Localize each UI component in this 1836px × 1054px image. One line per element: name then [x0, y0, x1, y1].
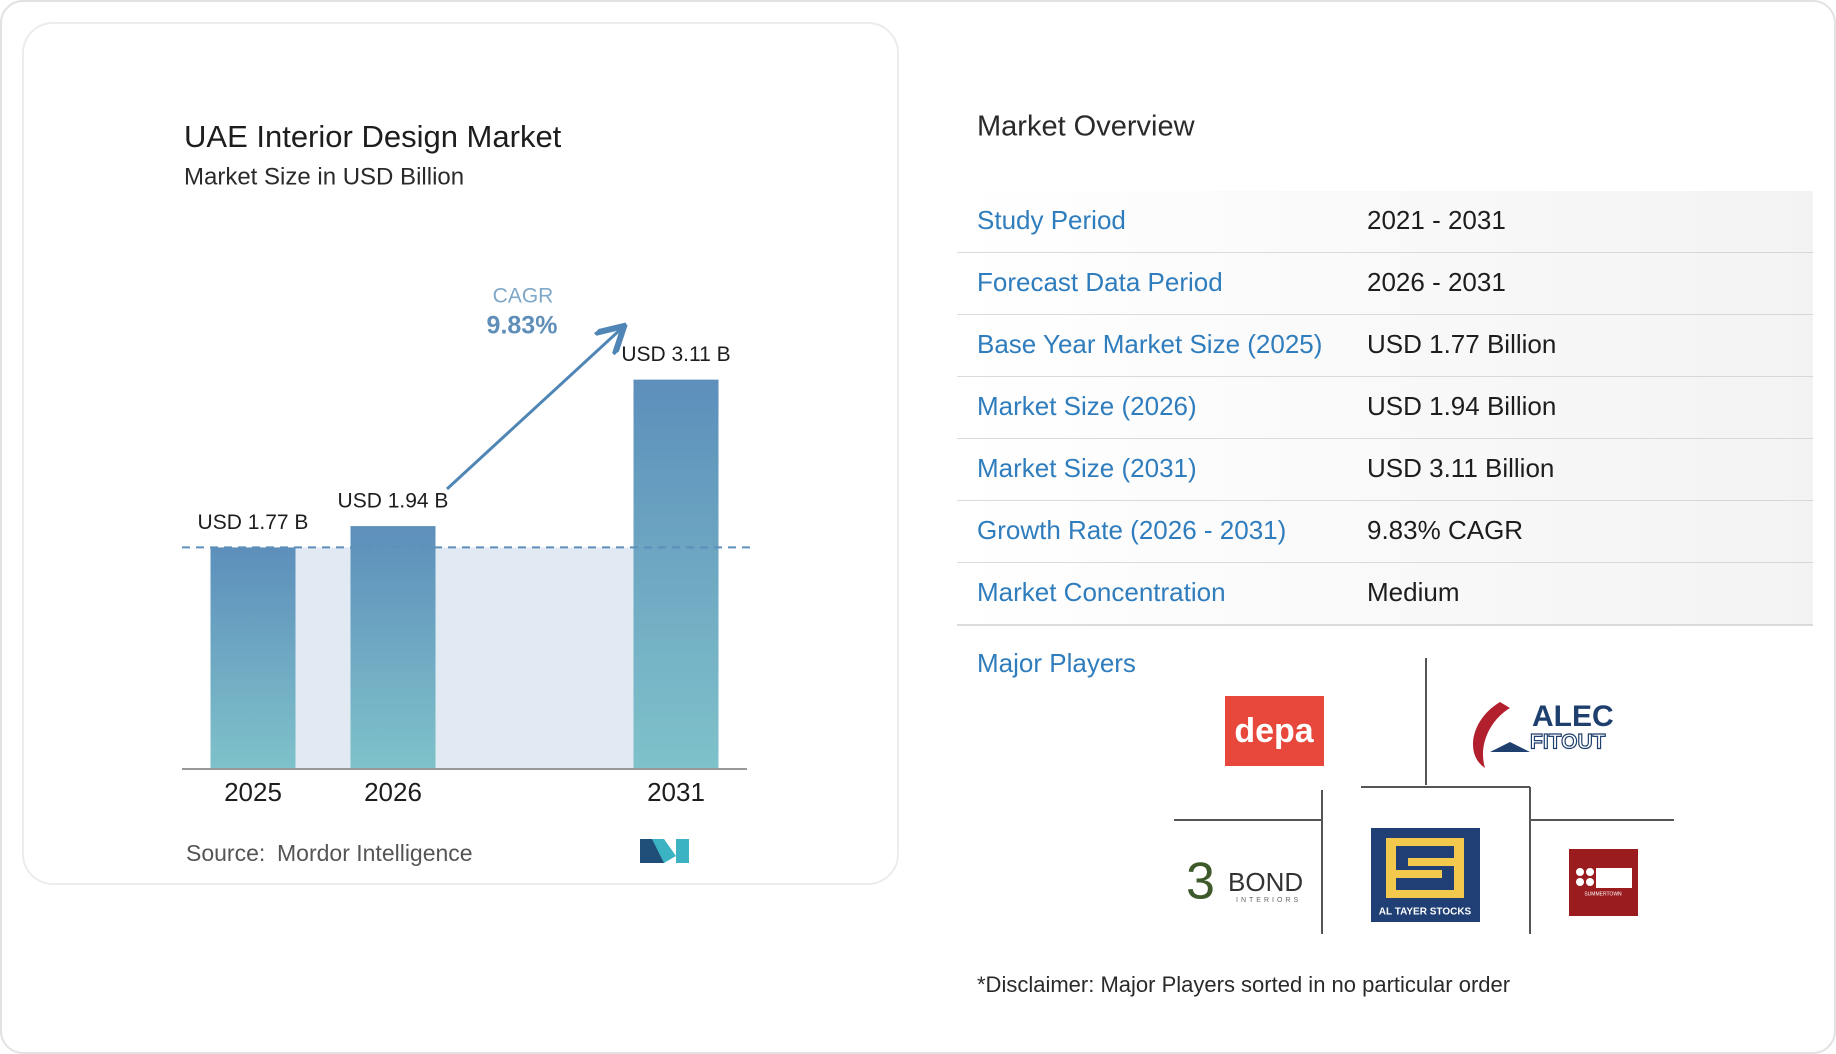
row-label: Growth Rate (2026 - 2031) — [977, 515, 1286, 545]
row-value: 2021 - 2031 — [1367, 205, 1506, 235]
player-name: BOND — [1228, 867, 1303, 897]
cagr-value: 9.83% — [487, 312, 558, 340]
player-name: AL TAYER STOCKS — [1379, 907, 1472, 918]
row-label: Market Size (2026) — [977, 391, 1197, 421]
disclaimer: *Disclaimer: Major Players sorted in no … — [977, 972, 1510, 997]
logo-bond: 3 BOND INTERIORS — [1186, 853, 1303, 911]
source-label: Source: — [186, 840, 265, 866]
logo-altayer: AL TAYER STOCKS — [1371, 828, 1480, 922]
logo-depa: depa — [1225, 696, 1324, 766]
row-value: USD 1.77 Billion — [1367, 329, 1556, 359]
row-label: Study Period — [977, 205, 1126, 235]
row-label: Market Size (2031) — [977, 453, 1197, 483]
row-background — [957, 563, 1813, 625]
row-value: Medium — [1367, 577, 1459, 607]
row-value: 9.83% CAGR — [1367, 515, 1523, 545]
player-name: SUMMERTOWN — [1584, 891, 1622, 897]
row-background — [957, 501, 1813, 563]
row-background — [957, 377, 1813, 439]
plot: USD 1.77 B 2025 USD 1.94 B 2026 USD 3.11 B 20… — [182, 343, 751, 807]
logo-alec: ALEC FITOUT — [1473, 700, 1614, 768]
source: Mordor Intelligence — [277, 840, 473, 866]
row-value: USD 1.94 Billion — [1367, 391, 1556, 421]
mi-logo — [640, 839, 689, 863]
cagr-label: CAGR — [493, 285, 554, 308]
player-name: depa — [1234, 712, 1314, 750]
bar — [210, 547, 296, 769]
logo-mark: 3 — [1186, 853, 1215, 911]
bar — [633, 379, 719, 769]
value-label: USD 3.11 B — [621, 343, 730, 366]
player-name: INTERIORS — [1236, 897, 1301, 904]
row-background — [957, 315, 1813, 377]
row-label: Base Year Market Size (2025) — [977, 329, 1322, 359]
overview-table: Study Period 2021 - 2031 Forecast Data Per… — [957, 191, 1813, 626]
value-label: USD 1.94 B — [338, 490, 449, 513]
row-background — [957, 439, 1813, 501]
row-value: 2026 - 2031 — [1367, 267, 1506, 297]
players-title: Major Players — [977, 648, 1136, 678]
logo-summertown: SUMMERTOWN — [1569, 849, 1638, 916]
row-label: Forecast Data Period — [977, 267, 1223, 297]
value-label: USD 1.77 B — [198, 511, 309, 534]
x-tick-label: 2026 — [364, 777, 422, 807]
player-grid — [1174, 658, 1674, 934]
player-name: FITOUT — [1530, 731, 1606, 754]
reference-area — [295, 547, 634, 769]
chart-subtitle: Market Size in USD Billion — [184, 163, 464, 190]
x-tick-label: 2031 — [647, 777, 705, 807]
row-background — [957, 253, 1813, 315]
x-tick-label: 2025 — [224, 777, 282, 807]
overview-title: Market Overview — [977, 111, 1196, 143]
chart-title: UAE Interior Design Market — [184, 119, 562, 154]
player-name: ALEC — [1532, 700, 1614, 733]
bar — [350, 526, 436, 769]
row-label: Market Concentration — [977, 577, 1226, 607]
row-value: USD 3.11 Billion — [1367, 453, 1554, 483]
row-background — [957, 191, 1813, 253]
cagr-arrow — [445, 328, 622, 491]
